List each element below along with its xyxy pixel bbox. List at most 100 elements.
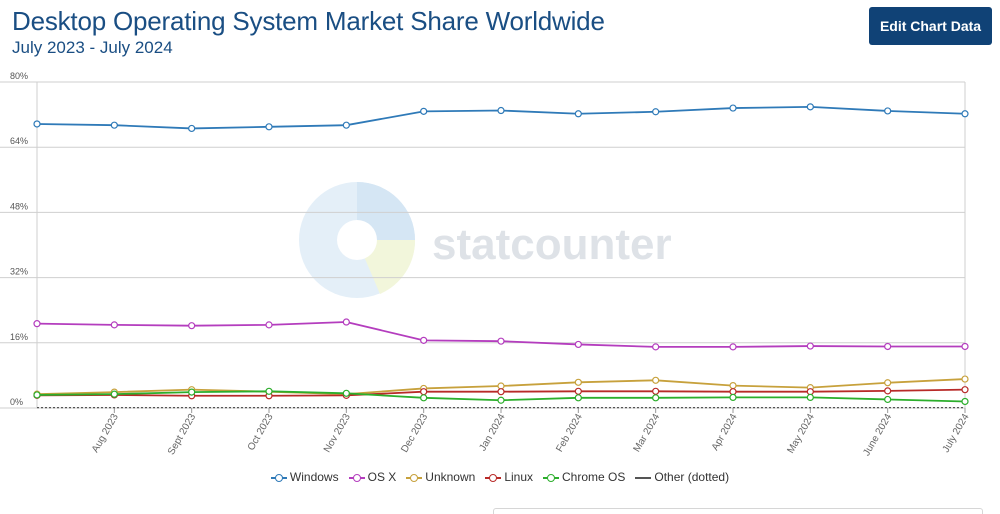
- page-subtitle: July 2023 - July 2024: [12, 38, 173, 57]
- data-point-chrome-os[interactable]: [497, 396, 505, 404]
- series: [33, 103, 969, 409]
- data-point-chrome-os[interactable]: [420, 394, 428, 402]
- data-point-windows[interactable]: [33, 120, 41, 128]
- data-point-os-x[interactable]: [420, 336, 428, 344]
- data-point-os-x[interactable]: [884, 342, 892, 351]
- data-point-unknown[interactable]: [961, 375, 969, 383]
- data-point-os-x[interactable]: [729, 343, 737, 351]
- legend-item-windows[interactable]: Windows: [270, 470, 339, 484]
- data-point-os-x[interactable]: [33, 320, 41, 328]
- data-point-os-x[interactable]: [652, 343, 660, 351]
- x-tick-label: Feb 2024: [554, 412, 585, 454]
- data-point-windows[interactable]: [188, 124, 196, 133]
- legend-label: OS X: [367, 470, 397, 484]
- data-point-linux[interactable]: [729, 388, 737, 396]
- legend-label: Unknown: [425, 470, 476, 484]
- y-tick-label: 48%: [10, 201, 28, 211]
- legend-swatch-icon: [406, 473, 423, 483]
- data-point-windows[interactable]: [806, 103, 814, 111]
- data-point-unknown[interactable]: [497, 382, 505, 390]
- data-point-windows[interactable]: [497, 106, 505, 115]
- x-tick-label: Sept 2023: [166, 412, 199, 457]
- data-point-os-x[interactable]: [110, 321, 118, 329]
- watermark-logo-hole-icon: [337, 220, 377, 260]
- legend-swatch-icon: [348, 473, 365, 483]
- data-point-linux[interactable]: [961, 386, 969, 394]
- data-point-windows[interactable]: [652, 108, 660, 116]
- data-point-linux[interactable]: [884, 387, 892, 395]
- legend-label: Chrome OS: [562, 470, 626, 484]
- data-point-chrome-os[interactable]: [884, 395, 892, 404]
- data-point-linux[interactable]: [574, 387, 582, 395]
- data-point-windows[interactable]: [729, 104, 737, 112]
- legend-swatch-icon: [543, 473, 560, 483]
- y-tick-label: 0%: [10, 397, 23, 407]
- data-point-chrome-os[interactable]: [652, 394, 660, 402]
- data-point-os-x[interactable]: [342, 318, 350, 326]
- data-point-windows[interactable]: [884, 107, 892, 115]
- data-point-chrome-os[interactable]: [961, 397, 969, 406]
- data-point-linux[interactable]: [806, 388, 814, 396]
- data-point-unknown[interactable]: [884, 379, 892, 387]
- data-point-os-x[interactable]: [806, 342, 814, 350]
- legend-item-other-dotted[interactable]: Other (dotted): [635, 470, 729, 484]
- data-point-os-x[interactable]: [961, 342, 969, 351]
- data-point-windows[interactable]: [961, 110, 969, 118]
- legend-swatch-icon: [485, 473, 502, 483]
- edit-chart-data-button[interactable]: Edit Chart Data: [869, 7, 992, 45]
- data-point-unknown[interactable]: [652, 376, 660, 384]
- legend-item-unknown[interactable]: Unknown: [406, 470, 475, 484]
- data-point-chrome-os[interactable]: [265, 387, 273, 395]
- y-axis: 0% 16% 32% 48% 64% 80%: [10, 71, 28, 407]
- data-point-chrome-os[interactable]: [188, 388, 196, 396]
- x-tick-label: Nov 2023: [322, 412, 353, 455]
- legend-label: Windows: [289, 470, 339, 484]
- data-point-linux[interactable]: [497, 388, 505, 396]
- x-tick-label: June 2024: [861, 412, 894, 458]
- x-tick-label: May 2024: [785, 412, 817, 456]
- data-point-windows[interactable]: [265, 123, 273, 131]
- page-title: Desktop Operating System Market Share Wo…: [12, 6, 605, 36]
- data-point-os-x[interactable]: [265, 321, 273, 329]
- legend-item-chrome-os[interactable]: Chrome OS: [543, 470, 625, 484]
- y-tick-label: 64%: [10, 136, 28, 146]
- y-tick-label: 32%: [10, 267, 28, 277]
- data-point-windows[interactable]: [420, 107, 428, 115]
- legend-label: Linux: [504, 470, 534, 484]
- data-point-windows[interactable]: [574, 110, 582, 118]
- data-point-windows[interactable]: [342, 121, 350, 129]
- data-point-chrome-os[interactable]: [574, 394, 582, 402]
- data-point-chrome-os[interactable]: [342, 389, 350, 397]
- watermark-logo-wedge-icon: [357, 182, 415, 240]
- data-point-os-x[interactable]: [497, 337, 505, 345]
- data-point-windows[interactable]: [110, 121, 118, 129]
- data-point-chrome-os[interactable]: [33, 391, 41, 399]
- bottom-panel: [493, 508, 983, 514]
- data-point-chrome-os[interactable]: [110, 390, 118, 398]
- x-tick-label: Apr 2024: [710, 412, 740, 453]
- data-point-linux[interactable]: [420, 388, 428, 396]
- x-tick-label: July 2024: [941, 412, 972, 455]
- data-point-chrome-os[interactable]: [729, 393, 737, 402]
- legend-swatch-icon: [635, 473, 652, 483]
- legend-item-linux[interactable]: Linux: [485, 470, 533, 484]
- x-tick-label: Mar 2024: [632, 412, 663, 454]
- data-point-chrome-os[interactable]: [806, 393, 814, 402]
- data-point-linux[interactable]: [652, 387, 660, 395]
- watermark-text: statcounter: [432, 220, 672, 269]
- y-tick-label: 16%: [10, 332, 28, 342]
- legend-item-os-x[interactable]: OS X: [348, 470, 397, 484]
- data-point-os-x[interactable]: [574, 340, 582, 349]
- x-axis: Aug 2023 Sept 2023 Oct 2023 Nov 2023 Dec 202…: [90, 408, 972, 458]
- legend-label: Other (dotted): [654, 470, 730, 484]
- y-tick-label: 80%: [10, 71, 28, 81]
- data-point-unknown[interactable]: [574, 378, 582, 386]
- x-tick-label: Oct 2023: [246, 412, 276, 453]
- x-tick-label: Jan 2024: [477, 412, 507, 454]
- statcounter-watermark: statcounter: [299, 182, 672, 298]
- data-point-unknown[interactable]: [729, 381, 737, 390]
- legend-swatch-icon: [270, 473, 287, 483]
- x-tick-label: Aug 2023: [90, 412, 121, 455]
- data-point-os-x[interactable]: [188, 322, 196, 330]
